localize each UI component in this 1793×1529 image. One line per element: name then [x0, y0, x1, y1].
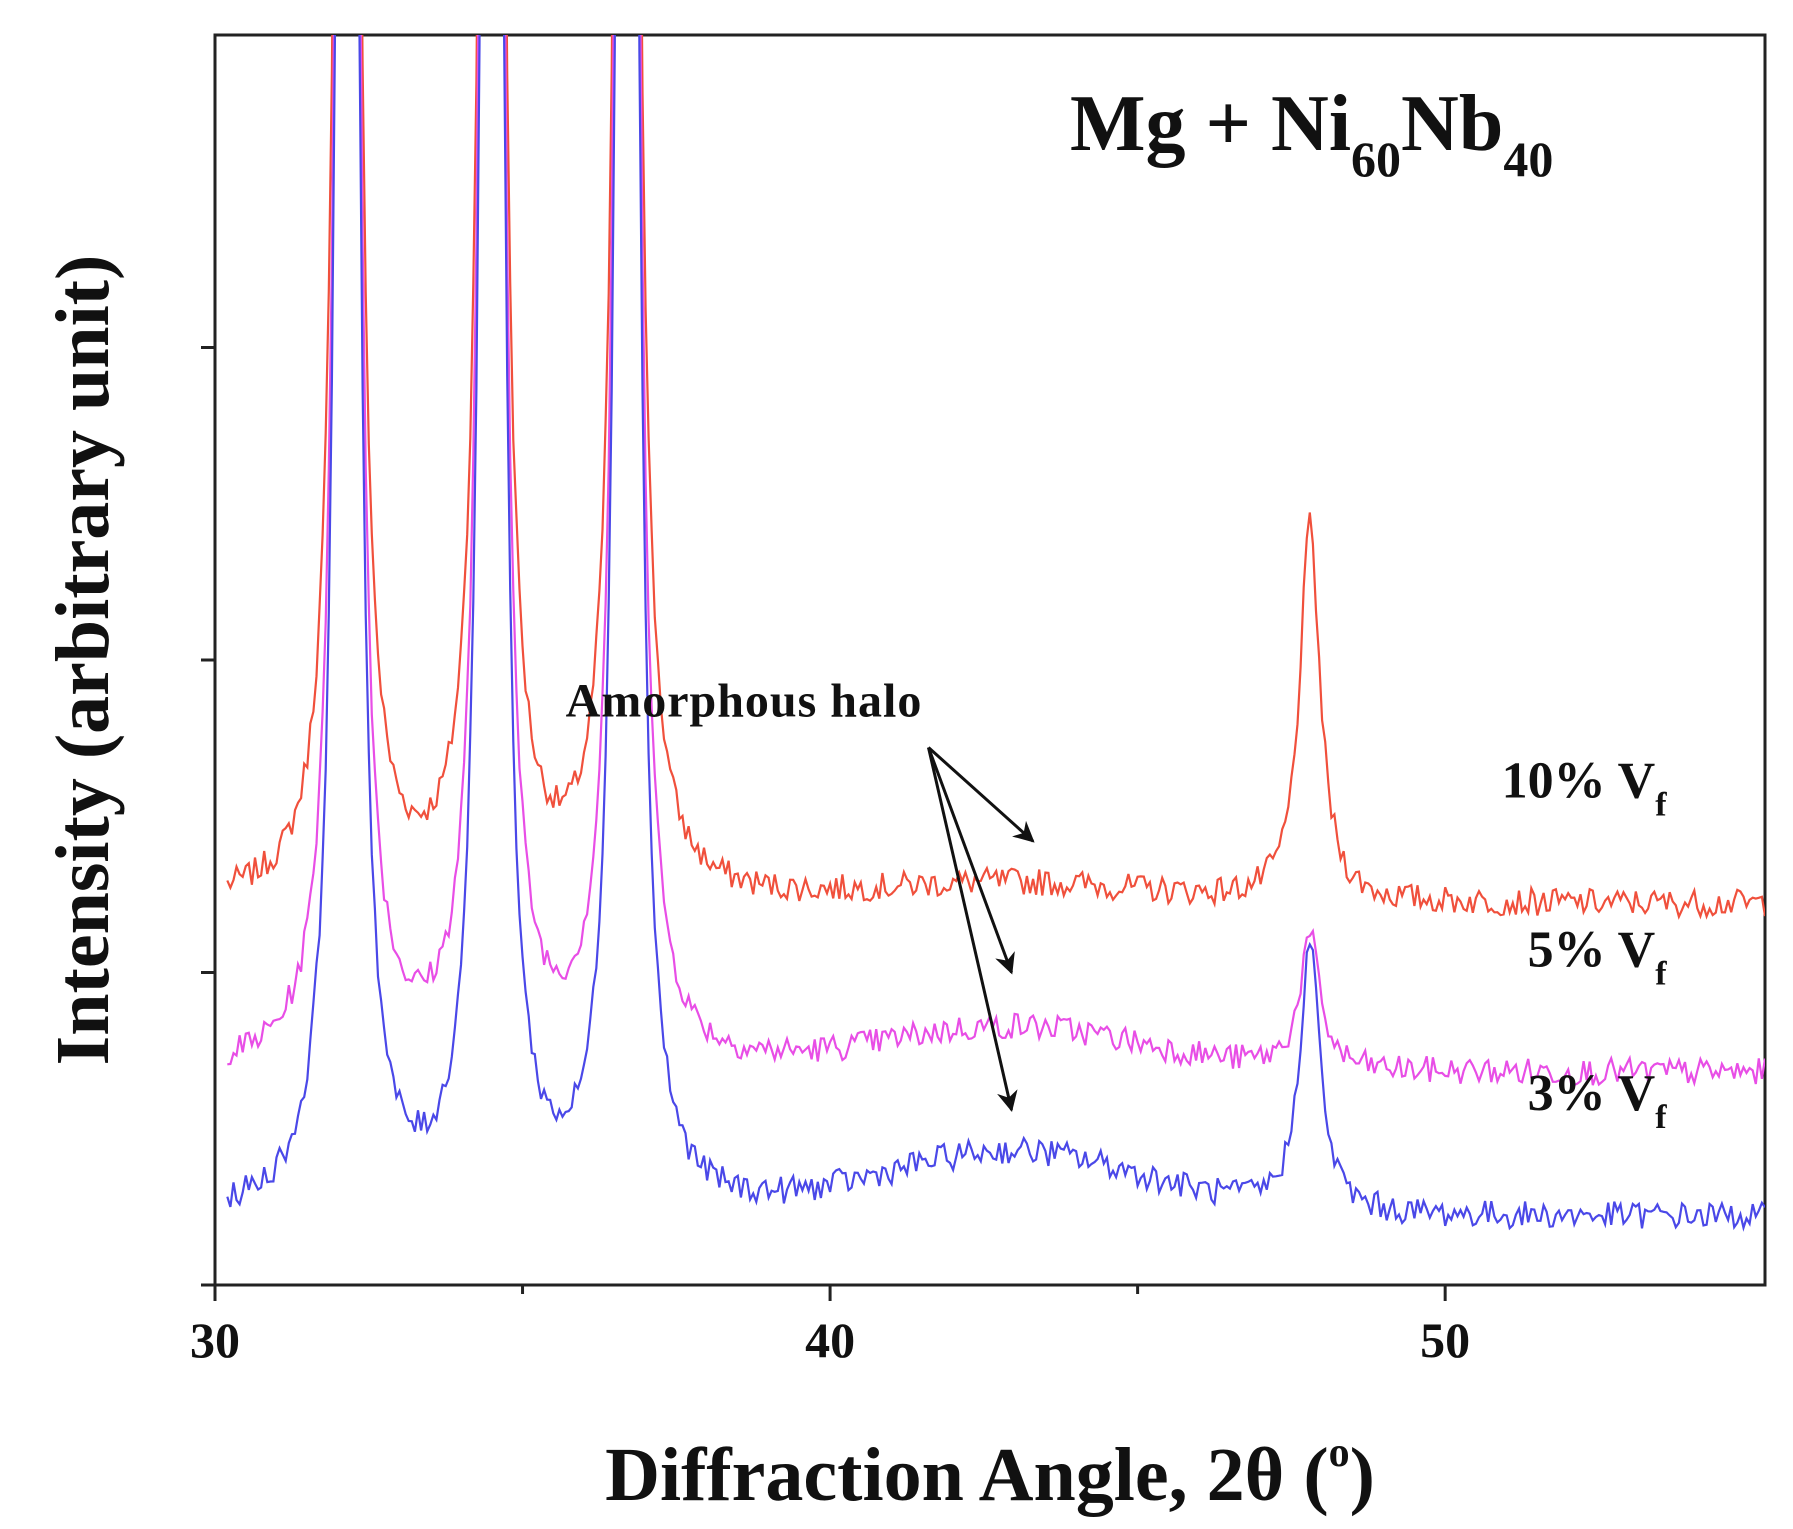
annotation-arrow-0 [927, 746, 1035, 843]
series-line-1 [227, 35, 1765, 1088]
series-label-2: 3% Vf [1528, 1065, 1668, 1136]
series-line-0 [226, 35, 1765, 920]
series-layer [226, 35, 1765, 1232]
x-axis-label: Diffraction Angle, 2θ (o) [605, 1430, 1375, 1517]
chart-title: Mg + Ni60Nb40 [1070, 80, 1553, 187]
plot-axes [201, 33, 1767, 1301]
y-axis-label: Intensity (arbitrary unit) [41, 255, 125, 1066]
x-tick-label: 40 [805, 1312, 855, 1368]
annotation-arrow-1 [927, 746, 1015, 975]
series-label-1: 5% Vf [1528, 921, 1668, 992]
annotation-text: Amorphous halo [566, 674, 923, 727]
series-label-0: 10% Vf [1502, 753, 1668, 824]
annotation-layer: Amorphous halo [566, 674, 1035, 1113]
series-line-2 [226, 35, 1765, 1232]
annotation-arrow-2 [927, 747, 1018, 1113]
text-layer: 30 40 50 10% Vf 5% Vf 3% Vf Mg + Ni60Nb40 Diffr… [41, 80, 1667, 1517]
x-tick-label: 50 [1420, 1312, 1470, 1368]
x-tick-label: 30 [190, 1312, 240, 1368]
